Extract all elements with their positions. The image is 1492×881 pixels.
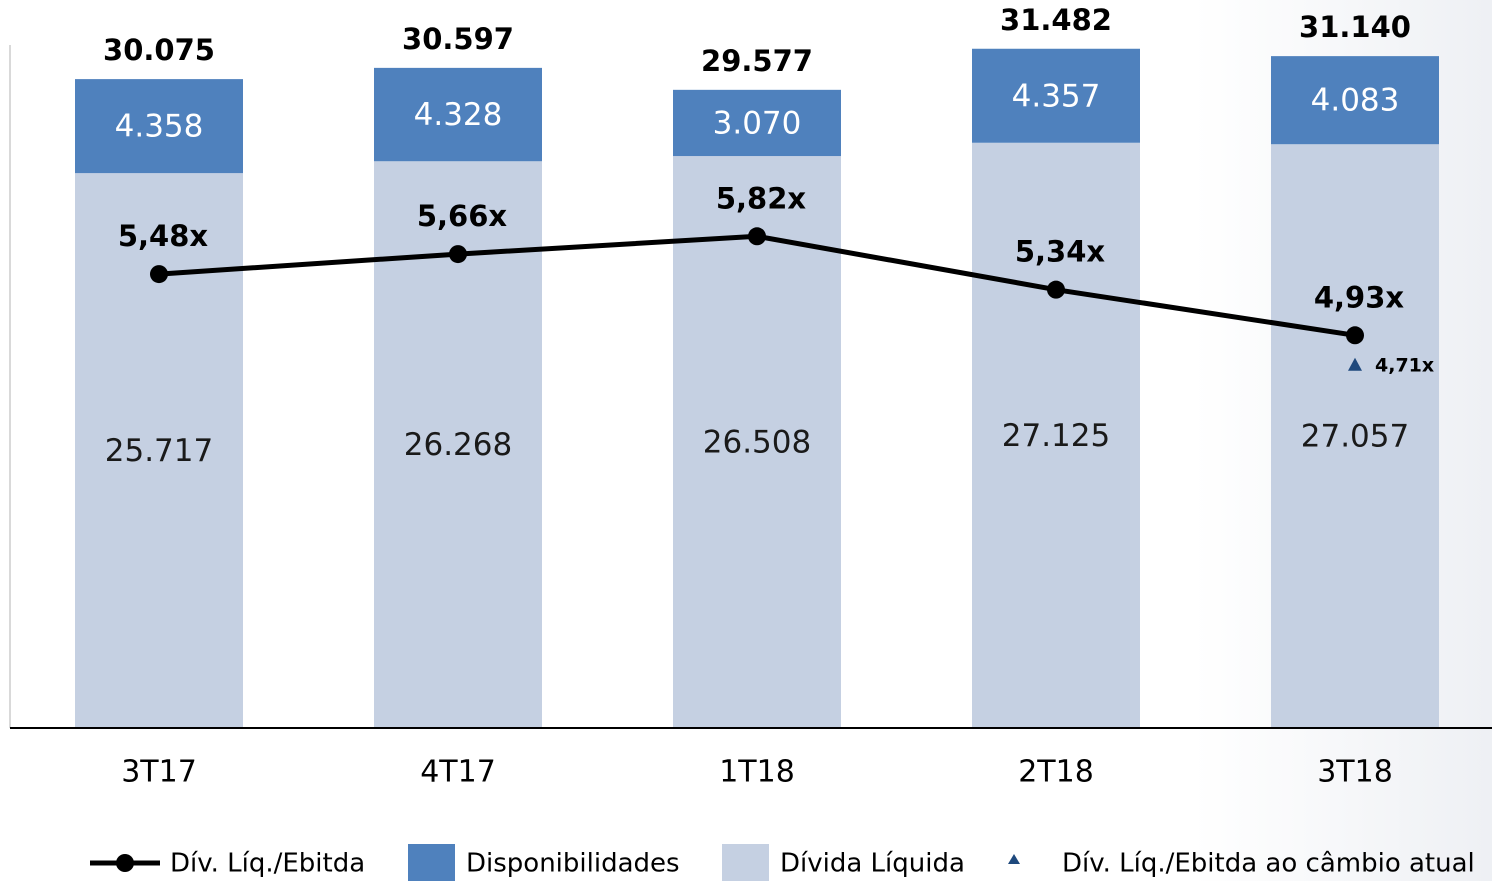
legend-triangle [1008, 854, 1020, 864]
legend-label: Dív. Líq./Ebitda [170, 849, 365, 879]
segment-label: 27.057 [1301, 419, 1409, 455]
x-tick-label: 4T17 [420, 755, 496, 790]
segment-label: 25.717 [105, 433, 213, 469]
line-label: 5,82x [716, 181, 807, 215]
line-point [1047, 280, 1065, 299]
bar-segment [75, 79, 243, 174]
bar-segment [374, 67, 542, 162]
legend-swatch [722, 844, 769, 881]
segment-label: 26.268 [404, 427, 512, 463]
line-point [150, 265, 168, 284]
bar-segment [1271, 144, 1439, 728]
line-label: 5,48x [118, 219, 209, 253]
x-tick-label: 3T17 [121, 755, 197, 790]
segment-label: 26.508 [703, 425, 811, 461]
triangle-label: 4,71x [1375, 354, 1434, 376]
line-point [449, 245, 467, 264]
segment-label: 4.083 [1311, 83, 1400, 119]
line-point [1346, 326, 1364, 345]
total-label: 31.482 [1000, 3, 1112, 37]
legend-swatch [408, 844, 455, 881]
bar-segment [1271, 56, 1439, 145]
line-label: 5,66x [417, 199, 508, 233]
segment-label: 4.328 [414, 97, 503, 133]
segment-label: 3.070 [713, 105, 802, 141]
segment-label: 4.358 [115, 109, 204, 145]
bar-segment [673, 89, 841, 157]
legend-label: Dívida Líquida [780, 849, 965, 879]
total-label: 30.597 [402, 22, 514, 56]
total-label: 30.075 [103, 33, 215, 67]
segment-label: 27.125 [1002, 418, 1110, 454]
triangle-marker [1348, 357, 1362, 371]
bar-segment [673, 156, 841, 728]
line-label: 5,34x [1015, 235, 1106, 269]
x-tick-label: 1T18 [719, 755, 795, 790]
segment-label: 4.357 [1012, 78, 1101, 114]
legend-label: Dív. Líq./Ebitda ao câmbio atual [1062, 849, 1475, 879]
bar-segment [972, 142, 1140, 728]
legend-dot [116, 854, 134, 872]
bar-segment [972, 48, 1140, 143]
total-label: 29.577 [701, 44, 813, 78]
total-label: 31.140 [1299, 10, 1411, 44]
x-tick-label: 2T18 [1018, 755, 1094, 790]
x-tick-label: 3T18 [1317, 755, 1393, 790]
line-point [748, 227, 766, 246]
legend-label: Disponibilidades [466, 849, 680, 879]
line-label: 4,93x [1314, 280, 1405, 314]
